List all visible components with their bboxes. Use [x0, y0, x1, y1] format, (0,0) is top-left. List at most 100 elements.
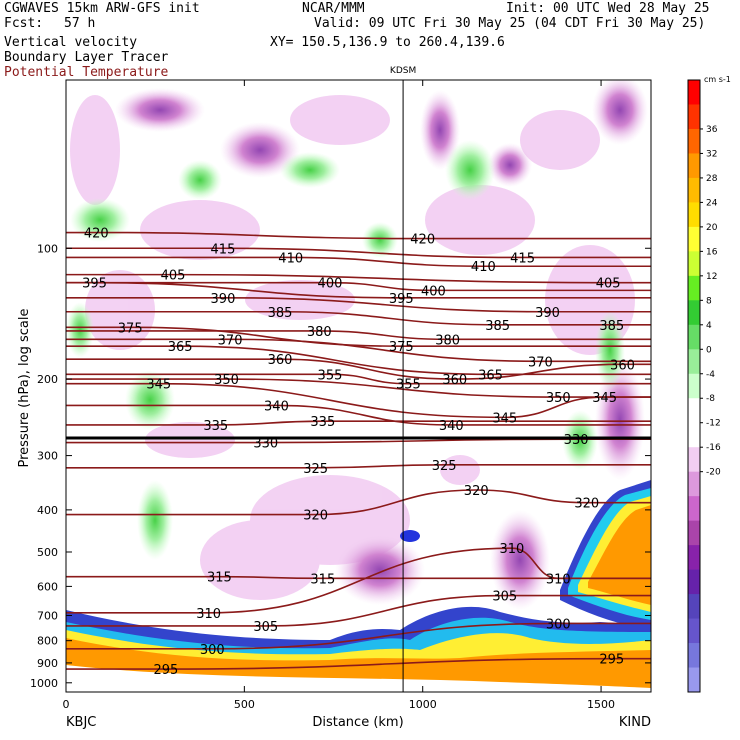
theta-label: 305: [492, 590, 517, 605]
theta-label: 350: [214, 373, 239, 388]
colorbar-label: 28: [706, 174, 718, 184]
colorbar-swatch: [688, 226, 700, 252]
theta-label: 415: [211, 242, 236, 257]
theta-label: 370: [218, 333, 243, 348]
theta-label: 340: [264, 399, 289, 414]
valid-time: Valid: 09 UTC Fri 30 May 25 (04 CDT Fri …: [314, 16, 706, 31]
field-potential-temperature: Potential Temperature: [4, 65, 169, 80]
vertical-velocity-shading: [66, 80, 651, 692]
theta-label: 300: [546, 617, 571, 632]
colorbar-swatch: [688, 177, 700, 203]
colorbar-label: 32: [706, 149, 717, 159]
init-time: Init: 00 UTC Wed 28 May 25: [506, 1, 710, 16]
theta-label: 315: [310, 572, 335, 587]
theta-contour: [66, 358, 651, 380]
theta-label: 310: [546, 572, 571, 587]
colorbar-frame: [687, 79, 701, 693]
theta-contour: [66, 326, 651, 347]
theta-contour: [66, 489, 651, 516]
theta-contour: [66, 310, 651, 326]
plot-frame: [65, 79, 652, 693]
x-tick-label: 1000: [409, 698, 437, 711]
colorbar-swatch: [688, 471, 700, 497]
theta-label: 365: [478, 368, 503, 383]
colorbar-label: -12: [706, 419, 721, 429]
x-tick-label: 1500: [587, 698, 615, 711]
colorbar-swatch: [688, 667, 700, 693]
x-axis-label: Distance (km): [312, 715, 403, 730]
theta-label: 385: [599, 319, 624, 334]
colorbar-swatch: [688, 594, 700, 620]
theta-label: 405: [161, 269, 186, 284]
y-tick-label: 900: [37, 657, 58, 670]
theta-label: 390: [535, 306, 560, 321]
theta-label: 325: [432, 459, 457, 474]
colorbar-label: 16: [706, 247, 718, 257]
colorbar-label: 8: [706, 296, 712, 306]
theta-label: 385: [485, 319, 510, 334]
theta-label: 380: [435, 333, 460, 348]
colorbar-swatch: [688, 373, 700, 399]
theta-label: 355: [396, 378, 421, 393]
theta-label: 295: [599, 653, 624, 668]
colorbar-label: 36: [706, 125, 718, 135]
theta-label: 335: [203, 419, 228, 434]
theta-label: 380: [307, 325, 332, 340]
theta-label: 325: [303, 462, 328, 477]
theta-label: 395: [389, 292, 414, 307]
colorbar-swatch: [688, 520, 700, 546]
theta-label: 320: [574, 497, 599, 512]
theta-contour: [66, 622, 651, 650]
x-axis: 0 500 1000 1500: [63, 80, 615, 711]
potential-temperature-labels: 420 420 415 415 410 410 405 405 400 400 395 395 390 3…: [82, 227, 635, 679]
colorbar-swatch: [688, 496, 700, 522]
theta-label: 375: [118, 321, 143, 336]
theta-contour: [66, 420, 651, 426]
colorbar-label: -16: [706, 443, 721, 453]
colorbar-unit: cm s-1: [704, 75, 731, 84]
colorbar-label: -4: [706, 370, 715, 380]
colorbar-swatch: [688, 80, 700, 105]
theta-label: 415: [510, 251, 535, 266]
theta-label: 345: [592, 391, 617, 406]
theta-label: 295: [153, 663, 178, 678]
colorbar-swatch: [688, 349, 700, 375]
theta-contour: [66, 373, 651, 385]
theta-label: 355: [318, 368, 343, 383]
theta-contour: [66, 378, 651, 398]
theta-contour: [66, 296, 651, 313]
theta-label: 400: [318, 277, 343, 292]
y-axis: 100 200 300 400 500 600 700 800 900 1000: [30, 242, 651, 690]
model-title: CGWAVES 15km ARW-GFS init: [4, 1, 200, 16]
theta-label: 420: [84, 227, 109, 242]
theta-contour: [66, 594, 651, 627]
y-tick-label: 600: [37, 580, 58, 593]
xy-coordinates: XY= 150.5,136.9 to 260.4,139.6: [270, 35, 505, 50]
theta-label: 330: [564, 433, 589, 448]
theta-contour: [66, 231, 651, 240]
forecast-hour: 57 h: [64, 16, 96, 31]
colorbar-label: 12: [706, 272, 717, 282]
chart-title: KDSM: [390, 66, 416, 76]
left-endpoint-label: KBJC: [66, 715, 96, 730]
colorbar-swatch: [688, 128, 700, 154]
theta-contour: [66, 404, 651, 426]
theta-contour: [66, 657, 651, 670]
colorbar-label: -8: [706, 394, 715, 404]
theta-label: 395: [82, 277, 107, 292]
theta-label: 315: [207, 571, 232, 586]
theta-label: 420: [410, 233, 435, 248]
colorbar-label: 20: [706, 223, 718, 233]
center-label: NCAR/MMM: [302, 1, 365, 16]
colorbar-swatch: [688, 447, 700, 473]
colorbar-label: 0: [706, 345, 712, 355]
theta-label: 410: [278, 251, 303, 266]
theta-label: 370: [528, 355, 553, 370]
field-vertical-velocity: Vertical velocity: [4, 35, 138, 50]
theta-label: 350: [546, 391, 571, 406]
colorbar-label: 4: [706, 321, 712, 331]
y-tick-label: 700: [37, 609, 58, 622]
colorbar-swatch: [688, 300, 700, 326]
colorbar: cm s-1 36 32 28 24 20 16 12 8 4 0 -4 -8 -12 -16 -20: [687, 75, 731, 693]
colorbar-swatch: [688, 545, 700, 571]
